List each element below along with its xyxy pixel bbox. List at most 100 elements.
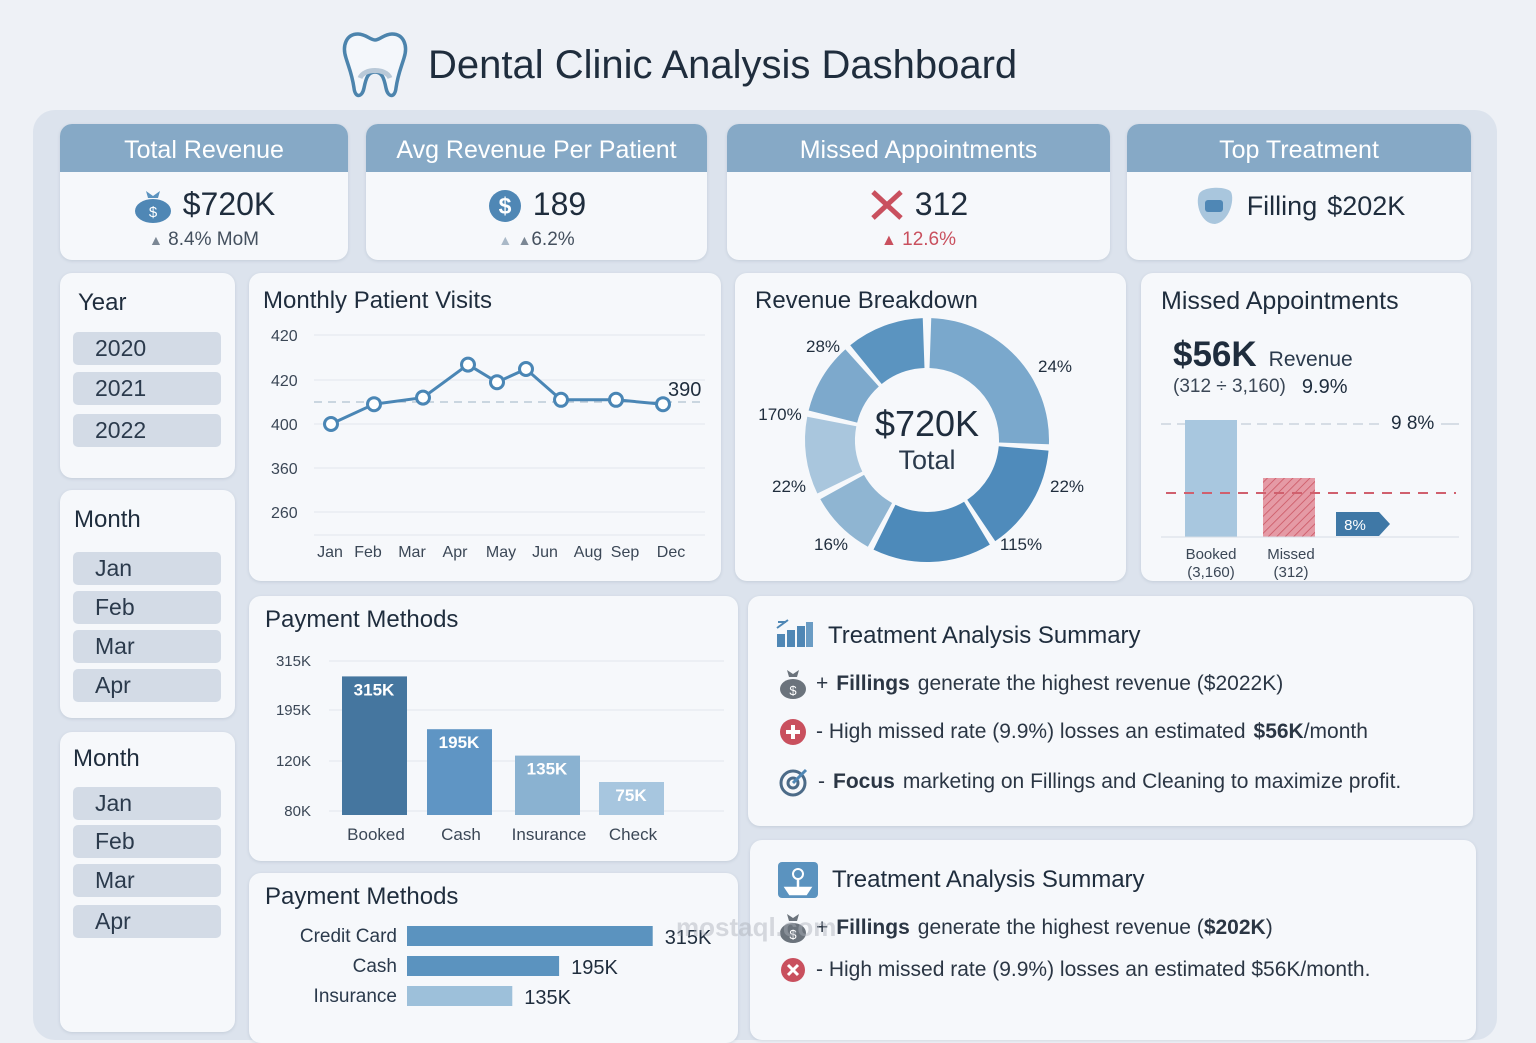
bar-value-label: 135K	[524, 987, 571, 1009]
svg-text:$: $	[498, 193, 511, 219]
line-chart: 420 420 400 360 260 Jan Feb Mar Apr May Jun Aug Sep D…	[271, 328, 705, 561]
tooth-icon	[342, 32, 408, 98]
y-tick-label: 260	[271, 505, 298, 522]
kpi-value: 312	[914, 186, 969, 222]
summary-line: $ + Fillings generate the highest revenue …	[778, 912, 1273, 944]
x-tick-label: Booked	[347, 825, 405, 844]
year-option-2021[interactable]: 2021	[73, 372, 221, 405]
category-label: Insurance	[314, 986, 397, 1007]
slice-label: 170%	[758, 405, 801, 424]
slice-label: 28%	[806, 337, 840, 356]
svg-text:$: $	[789, 683, 797, 698]
up-arrow-icon: ▲	[517, 232, 532, 248]
year-filter: Year 2020 2021 2022	[60, 273, 235, 478]
slice-label: 22%	[1050, 477, 1084, 496]
x-count-label: (312)	[1273, 564, 1308, 581]
slice-label: 115%	[1000, 535, 1042, 554]
money-bag-icon: $	[134, 190, 171, 223]
kpi-title: Top Treatment	[1127, 124, 1471, 172]
up-arrow-icon: ▲	[149, 232, 163, 248]
month-option-mar[interactable]: Mar	[73, 864, 221, 897]
kpi-avg-revenue: Avg Revenue Per Patient $ 189 ▲ ▲6.2%	[366, 124, 707, 260]
kpi-change: 8.4% MoM	[168, 229, 259, 250]
donut-center-label: Total	[898, 445, 956, 475]
filter-label: Year	[78, 289, 127, 316]
chart-title: Monthly Patient Visits	[263, 287, 492, 314]
month-option-jan[interactable]: Jan	[73, 552, 221, 585]
data-point	[366, 396, 382, 413]
x-tick-label: Jan	[317, 544, 343, 561]
donut-slice	[929, 318, 1049, 445]
missed-rate: 9.9%	[1301, 376, 1348, 398]
summary-line: - High missed rate (9.9%) losses an esti…	[778, 717, 1368, 747]
page-title: Dental Clinic Analysis Dashboard	[428, 42, 1018, 87]
money-bag-icon: $	[780, 914, 806, 943]
tag-shape	[1336, 512, 1390, 536]
bar-value-label: 315K	[354, 680, 395, 699]
payment-methods-card-2: Payment Methods Credit Card 315K Cash 195K I…	[249, 873, 738, 1043]
chart-title: Payment Methods	[265, 606, 459, 633]
x-tick-label: Booked	[1186, 546, 1237, 563]
month-filter: Month Jan Feb Mar Apr	[60, 490, 235, 718]
y-tick-label: 420	[271, 328, 298, 345]
filter-label: Month	[73, 745, 140, 772]
y-tick-label: 195K	[276, 702, 311, 719]
chart-title: Missed Appointments	[1161, 287, 1399, 315]
x-tick-label: Sep	[611, 544, 640, 561]
bar	[407, 926, 653, 946]
bar-value-label: 135K	[527, 760, 568, 779]
year-option-2020[interactable]: 2020	[73, 332, 221, 365]
month-option-apr[interactable]: Apr	[73, 905, 221, 938]
bar-value-label: 195K	[571, 957, 618, 979]
y-tick-label: 315K	[276, 653, 311, 670]
x-tick-label: Aug	[574, 544, 602, 561]
slice-label: 16%	[814, 535, 848, 554]
y-tick-label: 80K	[284, 803, 311, 820]
x-tick-label: Apr	[443, 544, 469, 561]
missed-revenue-label: Revenue	[1268, 348, 1353, 371]
bar-booked	[1185, 420, 1237, 537]
month-option-feb[interactable]: Feb	[73, 825, 221, 858]
x-tick-label: Insurance	[512, 825, 587, 844]
month-option-feb[interactable]: Feb	[73, 591, 221, 624]
plus-circle-icon	[780, 719, 806, 745]
watermark: mostaql.com	[676, 912, 837, 942]
bar-missed	[1263, 478, 1315, 537]
end-label: 390	[668, 379, 701, 401]
month-option-apr[interactable]: Apr	[73, 669, 221, 702]
data-point	[518, 361, 534, 377]
bar-value-label: 315K	[665, 927, 712, 949]
y-tick-label: 120K	[276, 753, 311, 770]
kpi-top-treatment: Top Treatment Filling $202K	[1127, 124, 1471, 260]
data-point	[460, 356, 476, 373]
up-arrow-icon: ▲	[881, 232, 897, 249]
donut-slice	[820, 474, 893, 547]
svg-text:$: $	[149, 204, 158, 221]
data-point	[608, 391, 624, 408]
x-tick-label: Feb	[354, 544, 382, 561]
data-point	[323, 416, 339, 432]
kpi-value: $720K	[182, 186, 276, 222]
x-count-label: (3,160)	[1187, 564, 1235, 581]
slice-label: 22%	[772, 477, 806, 496]
payment-hbar-chart: Credit Card 315K Cash 195K Insurance 135K	[300, 926, 712, 1009]
slice-label: 24%	[1038, 357, 1072, 376]
monthly-visits-card: Monthly Patient Visits 420 420 400 360 260 Ja…	[249, 273, 721, 581]
revenue-breakdown-card: Revenue Breakdown 24% 22% 115% 16% 22% 170% 28…	[735, 273, 1126, 581]
bar	[515, 755, 580, 815]
kpi-treatment: Filling	[1246, 190, 1318, 221]
treatment-summary-card-2: Treatment Analysis Summary $ + Fillings ge…	[750, 840, 1476, 1040]
target-icon	[779, 768, 808, 797]
kpi-change: 12.6%	[902, 229, 956, 250]
bar-value-label: 195K	[439, 733, 480, 752]
bar	[407, 986, 513, 1006]
year-option-2022[interactable]: 2022	[73, 414, 221, 447]
data-point	[655, 396, 671, 413]
svg-text:$: $	[789, 927, 797, 942]
x-icon	[871, 189, 903, 220]
data-point	[489, 374, 505, 391]
month-option-mar[interactable]: Mar	[73, 630, 221, 663]
bar-value-label: 75K	[615, 786, 647, 805]
tag-label: 8%	[1344, 517, 1366, 534]
month-option-jan[interactable]: Jan	[73, 787, 221, 820]
